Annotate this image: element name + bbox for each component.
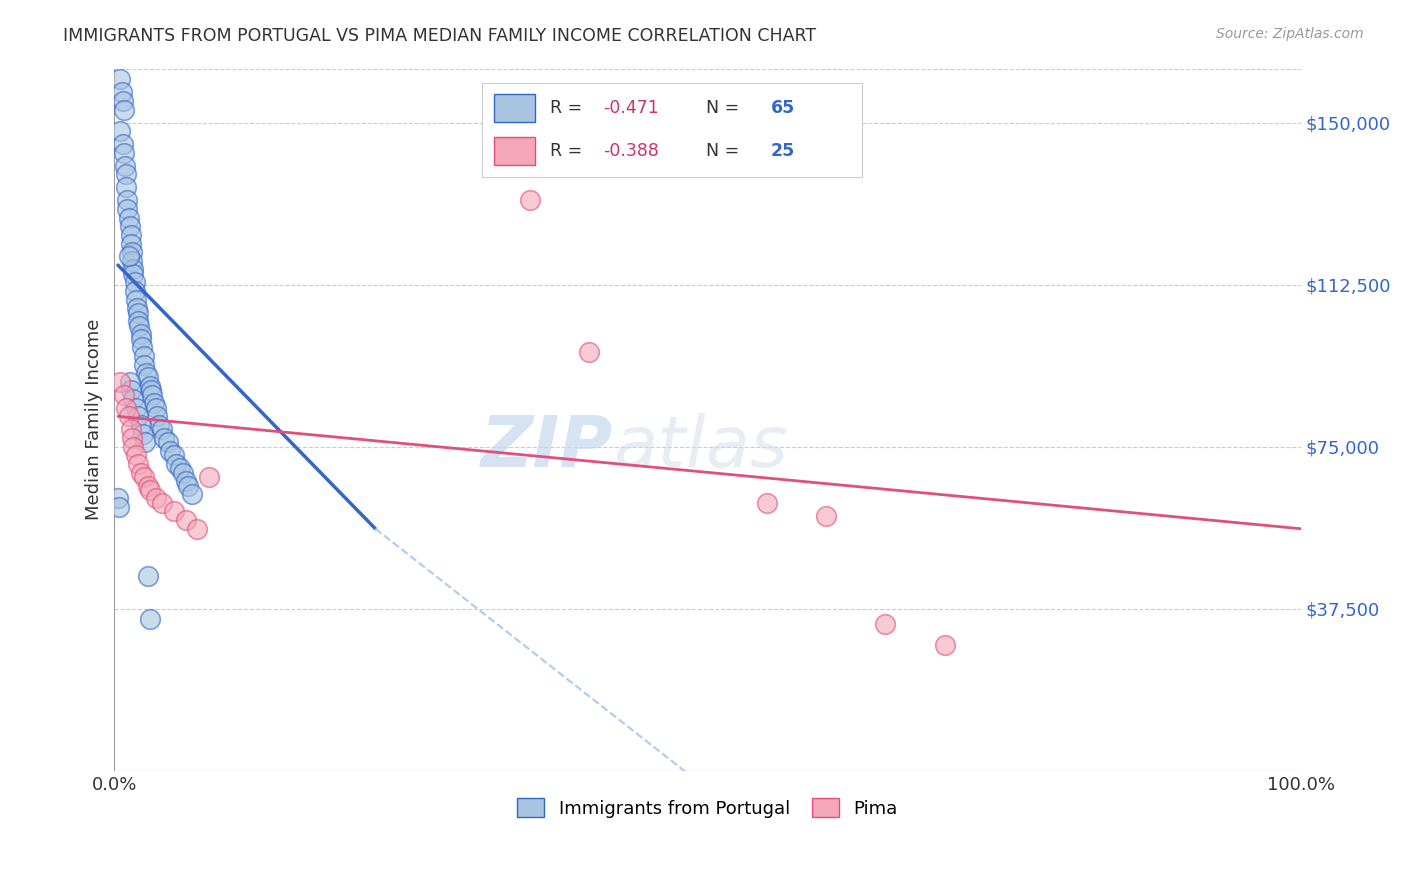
Point	[120, 236, 142, 251]
Point	[163, 448, 186, 462]
Point	[112, 145, 135, 160]
Point	[117, 211, 139, 225]
Point	[121, 431, 143, 445]
Point	[120, 422, 142, 436]
Point	[132, 426, 155, 441]
Point	[934, 639, 956, 653]
Point	[139, 483, 162, 497]
Point	[141, 388, 163, 402]
Point	[125, 448, 148, 462]
Text: atlas: atlas	[613, 413, 787, 483]
Point	[110, 124, 132, 138]
Point	[110, 72, 132, 87]
Point	[127, 409, 149, 424]
Point	[122, 262, 145, 277]
Point	[124, 276, 146, 290]
Point	[150, 496, 173, 510]
Point	[107, 491, 129, 506]
Point	[174, 474, 197, 488]
Point	[117, 409, 139, 424]
Point	[875, 616, 897, 631]
Point	[177, 478, 200, 492]
Point	[122, 440, 145, 454]
Point	[128, 318, 150, 333]
Point	[117, 194, 139, 208]
Point	[110, 375, 132, 389]
Point	[159, 444, 181, 458]
Point	[578, 344, 600, 359]
Legend: Immigrants from Portugal, Pima: Immigrants from Portugal, Pima	[510, 791, 905, 825]
Point	[165, 457, 187, 471]
Point	[815, 508, 838, 523]
Text: IMMIGRANTS FROM PORTUGAL VS PIMA MEDIAN FAMILY INCOME CORRELATION CHART: IMMIGRANTS FROM PORTUGAL VS PIMA MEDIAN …	[63, 27, 817, 45]
Y-axis label: Median Family Income: Median Family Income	[86, 319, 103, 520]
Point	[519, 194, 541, 208]
Point	[134, 435, 156, 450]
Point	[180, 487, 202, 501]
Point	[118, 219, 141, 234]
Point	[129, 327, 152, 342]
Point	[136, 478, 159, 492]
Point	[156, 435, 179, 450]
Point	[125, 401, 148, 415]
Point	[139, 379, 162, 393]
Point	[108, 500, 131, 515]
Point	[111, 94, 134, 108]
Point	[127, 314, 149, 328]
Point	[136, 569, 159, 583]
Point	[114, 159, 136, 173]
Point	[112, 388, 135, 402]
Text: Source: ZipAtlas.com: Source: ZipAtlas.com	[1216, 27, 1364, 41]
Point	[127, 457, 149, 471]
Point	[122, 392, 145, 406]
Point	[139, 612, 162, 626]
Point	[136, 370, 159, 384]
Point	[120, 227, 142, 242]
Point	[145, 491, 167, 506]
Point	[163, 504, 186, 518]
Point	[127, 306, 149, 320]
Point	[121, 253, 143, 268]
Point	[118, 375, 141, 389]
Point	[169, 461, 191, 475]
Point	[174, 513, 197, 527]
Point	[117, 250, 139, 264]
Point	[186, 522, 208, 536]
Point	[121, 245, 143, 260]
Point	[132, 349, 155, 363]
Point	[132, 358, 155, 372]
Point	[129, 466, 152, 480]
Point	[124, 284, 146, 298]
Point	[145, 401, 167, 415]
Point	[129, 417, 152, 432]
Point	[153, 431, 176, 445]
Point	[125, 293, 148, 307]
Text: ZIP: ZIP	[481, 413, 613, 483]
Point	[112, 103, 135, 117]
Point	[115, 180, 138, 194]
Point	[111, 137, 134, 152]
Point	[150, 422, 173, 436]
Point	[146, 409, 169, 424]
Point	[131, 340, 153, 354]
Point	[125, 301, 148, 316]
Point	[115, 167, 138, 181]
Point	[129, 332, 152, 346]
Point	[198, 470, 221, 484]
Point	[115, 401, 138, 415]
Point	[132, 470, 155, 484]
Point	[135, 366, 157, 380]
Point	[755, 496, 778, 510]
Point	[122, 267, 145, 281]
Point	[142, 396, 165, 410]
Point	[117, 202, 139, 216]
Point	[120, 384, 142, 398]
Point	[172, 466, 194, 480]
Point	[141, 384, 163, 398]
Point	[110, 85, 132, 99]
Point	[148, 417, 170, 432]
